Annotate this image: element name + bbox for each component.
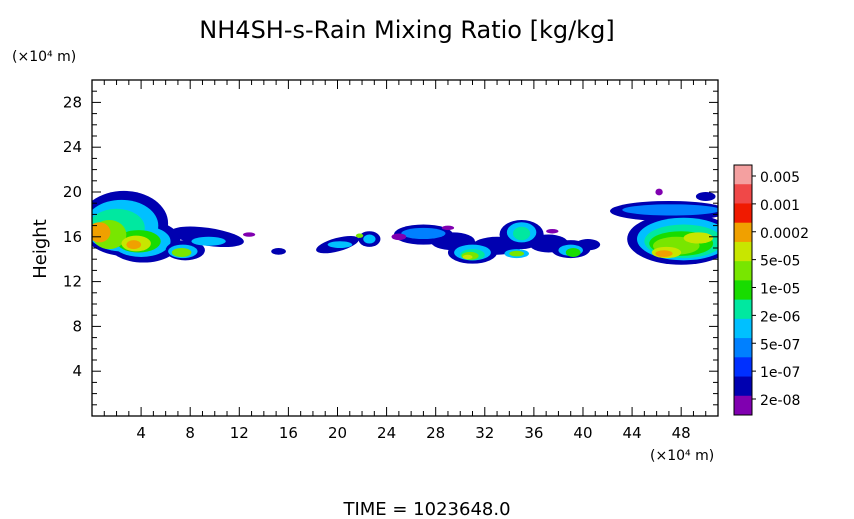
contour-blob [191,236,226,246]
y-tick-label: 20 [63,183,82,201]
x-tick-label: 20 [328,424,347,442]
x-tick-label: 44 [623,424,642,442]
contour-blob [327,241,353,248]
colorbar-swatch [734,318,752,339]
x-axis-unit: (×10⁴ m) [650,448,714,464]
colorbar-swatch [734,261,752,281]
contour-blob [655,188,663,196]
contour-blob [126,240,142,250]
contour-blob [441,225,455,231]
contour-blob [622,204,718,216]
x-tick-labels: 4 8 12 16 20 24 28 32 36 40 44 48 [136,424,690,442]
y-tick-label: 16 [63,228,82,246]
y-axis-unit: (×10⁴ m) [12,49,76,65]
contour-blob [171,248,192,257]
x-tick-label: 28 [426,424,445,442]
colorbar-swatch [734,184,752,204]
colorbar-swatch [734,203,752,224]
contour-blob [242,232,256,237]
x-tick-label: 48 [672,424,691,442]
contour-blob [391,233,407,241]
colorbar-label: 1e-05 [760,282,800,298]
colorbar-label: 5e-07 [760,337,800,353]
y-tick-label: 28 [63,93,82,111]
contour-blob [683,232,714,244]
colorbar-swatch [734,299,752,320]
colorbar-label: 0.001 [760,198,800,214]
contour-blob [355,233,364,238]
colorbar-label: 2e-06 [760,309,800,325]
contour-blob [695,192,716,201]
colorbar-label: 0.005 [760,170,800,186]
colorbar-label: 0.0002 [760,226,809,242]
colorbar-label: 5e-05 [760,254,800,270]
footer-time: TIME = 1023648.0 [342,499,510,519]
x-tick-label: 8 [185,424,195,442]
x-tick-label: 24 [377,424,396,442]
x-tick-label: 12 [230,424,249,442]
contour-blob [462,254,473,260]
x-tick-label: 36 [524,424,543,442]
colorbar-swatch [734,395,752,416]
colorbar-swatch [734,357,752,377]
colorbar-swatch [734,338,752,358]
colorbar-swatch [734,280,752,301]
colorbar: 0.005 0.001 0.0002 5e-05 1e-05 2e-06 5e-07 1e-0… [733,164,809,416]
colorbar-swatch [734,241,752,262]
contour-blob [565,248,581,257]
contour-blob [575,239,601,251]
colorbar-swatch [734,376,752,397]
colorbar-frame [733,164,753,416]
y-tick-label: 4 [72,362,82,380]
colorbar-label: 2e-08 [760,393,800,409]
contour-blob [546,228,559,234]
x-tick-label: 40 [573,424,592,442]
x-tick-label: 16 [279,424,298,442]
colorbar-label: 1e-07 [760,365,800,381]
y-tick-labels: 4 8 12 16 20 24 28 [63,93,82,380]
contour-blob [271,248,286,255]
contour-blob [509,250,525,257]
colorbar-swatch [734,165,752,185]
x-tick-label: 4 [136,424,146,442]
y-tick-label: 24 [63,138,82,156]
contour-fill [92,188,718,265]
contour-blob [363,234,376,244]
contour-blob [401,227,446,240]
y-axis-label: Height [30,219,51,279]
y-tick-label: 8 [72,317,82,335]
contour-blob [92,222,111,243]
y-tick-label: 12 [63,273,82,291]
contour-blob [655,250,673,257]
contour-blob [513,226,531,241]
axis-ticks [92,80,718,416]
chart-title: NH4SH-s-Rain Mixing Ratio [kg/kg] [199,16,614,44]
x-tick-label: 32 [475,424,494,442]
colorbar-swatch [734,222,752,243]
